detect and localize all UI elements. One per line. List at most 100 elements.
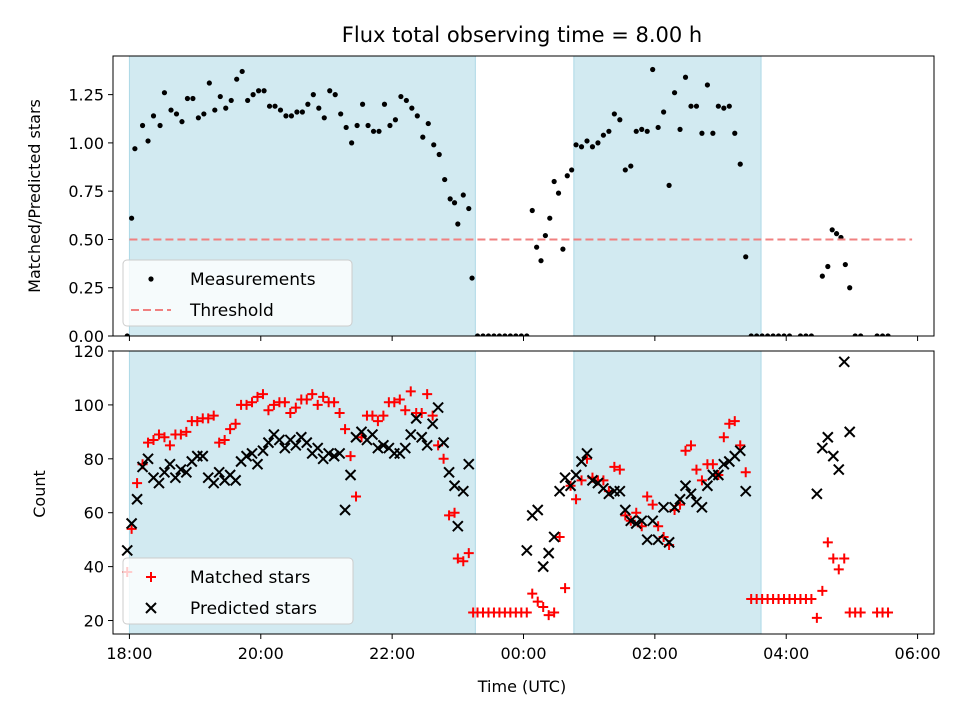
top-plot-area [124,66,913,336]
measurements-point [564,173,570,179]
matched-stars-marker [225,424,236,435]
measurements-point [781,333,787,336]
matched-stars-marker [405,386,416,397]
measurements-point [228,97,234,104]
matched-stars-marker [416,407,427,418]
measurements-point [765,333,771,336]
predicted-stars-marker [575,455,588,468]
predicted-stars-marker [421,439,433,452]
measurements-point [145,138,151,144]
measurements-point [885,333,891,336]
matched-stars-marker [219,434,230,445]
measurements-point [682,74,689,80]
predicted-stars-marker [344,469,357,481]
predicted-stars-marker [685,488,697,500]
matched-stars-marker [811,612,822,623]
measurements-point [403,97,409,104]
measurements-point [157,122,163,129]
measurements-point [365,122,371,129]
measurements-point [184,95,191,102]
measurements-point [455,221,461,227]
measurements-point [874,333,880,336]
matched-stars-marker [143,437,154,448]
measurements-point [168,107,174,113]
predicted-stars-marker [537,560,549,573]
predicted-stars-marker [437,436,450,449]
matched-stars-marker [538,602,549,613]
measurements-point [770,333,776,336]
matched-stars-marker [883,607,894,618]
measurements-point [715,103,721,109]
matched-stars-marker [279,397,290,408]
measurements-point [206,80,212,86]
measurements-point [447,196,453,202]
predicted-stars-marker [355,426,368,438]
measurements-point [245,97,251,104]
predicted-stars-marker [701,480,714,492]
matched-stars-marker [345,451,356,462]
measurements-point [529,207,535,214]
predicted-stars-marker [521,544,533,557]
top-y-tick-label: 0.25 [68,279,104,298]
predicted-stars-marker [553,485,566,497]
measurements-point [721,105,727,111]
matched-stars-marker [318,391,329,402]
measurements-point [589,144,596,150]
measurements-point [655,124,661,131]
predicted-stars-marker [619,504,632,516]
measurements-point [370,128,377,134]
measurements-point [852,333,858,336]
measurements-point [381,101,388,107]
measurements-point [710,130,716,136]
matched-stars-marker [340,424,351,435]
predicted-stars-marker [180,466,193,478]
predicted-stars-marker [333,447,346,460]
measurements-point [688,103,694,109]
predicted-stars-marker [142,453,154,465]
matched-stars-marker [696,475,707,486]
bottom-y-tick-label: 60 [84,504,104,523]
matched-stars-marker [642,491,653,502]
matched-stars-marker [735,440,746,451]
matched-stars-marker [312,399,323,410]
predicted-stars-marker [532,504,544,516]
predicted-stars-marker [311,442,324,454]
matched-stars-marker [532,596,543,607]
bottom-y-tick-label: 80 [84,450,104,469]
matched-stars-marker [164,440,175,451]
measurements-point [518,333,524,336]
measurements-point [474,333,481,336]
matched-stars-marker [126,523,137,534]
measurements-point [321,115,327,121]
bottom-y-axis-label: Count [30,470,49,518]
measurements-point [622,167,628,173]
measurements-point [551,178,557,185]
top-y-tick-label: 0.00 [68,327,104,346]
predicted-stars-marker [740,485,752,497]
measurements-point [639,126,645,132]
matched-stars-marker [576,475,587,486]
predicted-stars-marker [131,493,143,505]
measurements-point [578,144,585,150]
measurements-point [833,231,840,237]
predicted-stars-marker [443,466,455,478]
matched-stars-marker [175,429,186,440]
predicted-stars-legend-label: Predicted stars [190,599,317,619]
bottom-y-tick-label: 120 [73,342,104,361]
matched-stars-marker [372,416,383,427]
measurements-point [485,333,492,336]
top-legend-box [122,259,353,327]
predicted-stars-marker [158,466,171,478]
measurements-point [775,333,782,336]
matched-stars-marker [620,510,631,521]
predicted-stars-marker [838,356,850,368]
measurements-point [425,120,431,127]
matched-stars-marker [724,418,735,429]
measurements-point [469,275,475,281]
measurements-point [310,92,316,98]
predicted-stars-marker [833,463,845,476]
measurements-point [420,134,426,140]
predicted-stars-marker [559,471,571,484]
measurements-point [332,92,338,98]
measurements-point [661,109,667,115]
